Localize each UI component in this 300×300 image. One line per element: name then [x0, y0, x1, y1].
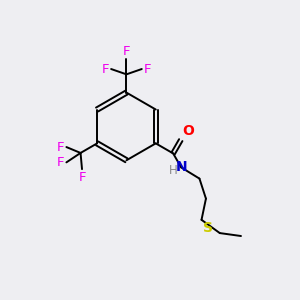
Text: F: F	[123, 44, 130, 58]
Text: F: F	[144, 62, 152, 76]
Text: F: F	[57, 156, 64, 169]
Text: F: F	[101, 62, 109, 76]
Text: H: H	[169, 164, 177, 177]
Text: S: S	[203, 221, 213, 235]
Text: O: O	[182, 124, 194, 138]
Text: F: F	[57, 141, 64, 154]
Text: F: F	[78, 172, 86, 184]
Text: N: N	[176, 160, 187, 174]
